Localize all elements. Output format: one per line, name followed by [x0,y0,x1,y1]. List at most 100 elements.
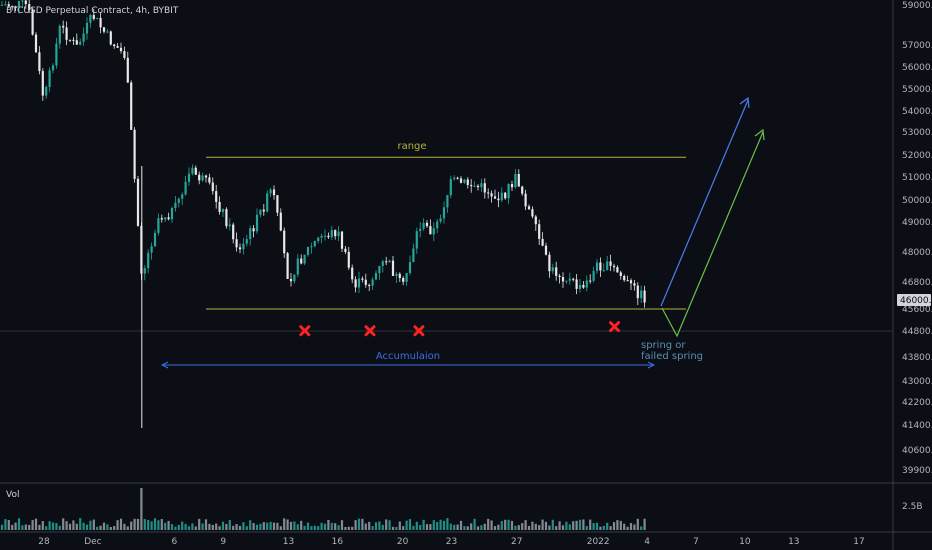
volume-bar [279,526,282,530]
volume-bar [361,518,364,530]
volume-bar [483,523,486,530]
candle-body [62,25,65,28]
candle-body [51,65,55,71]
volume-bar [466,526,469,530]
candle-body [75,40,78,45]
volume-bar [561,525,565,530]
volume-bar [45,526,48,530]
spring-label-line2: failed spring [641,351,703,362]
volume-bar [300,520,303,530]
volume-bar [14,522,17,530]
price-tick-label: 51000.0 [902,173,932,183]
volume-bar [62,518,65,530]
price-tick-label: 43000.0 [902,377,932,387]
volume-bar [194,526,197,530]
candle-body [504,192,507,199]
price-tick-label: 49000.0 [902,218,932,228]
volume-bar [412,525,415,530]
candle-body [595,262,599,272]
candle-body [449,179,452,196]
candle-body [327,235,330,238]
candle-body [633,283,636,286]
candle-body [276,195,279,213]
volume-bar [238,525,242,530]
range-label: range [397,141,426,152]
candle-body [320,235,323,238]
candle-body [582,284,585,288]
candle-body [102,27,106,32]
volume-bar [286,519,289,530]
accumulation-label: Accumulaion [376,351,440,362]
candle-body [11,6,14,8]
volume-bar [310,526,313,530]
candle-body [252,228,255,232]
candle-body [330,230,333,238]
candle-body [616,267,619,273]
volume-bar [480,525,483,530]
volume-bar [198,518,201,530]
volume-bar [476,526,480,530]
volume-bar [334,523,337,530]
candle-body [357,278,361,288]
candle-body [439,218,442,222]
candle-body [398,273,401,279]
candle-body [623,275,626,281]
candle-body [201,175,204,181]
candle-body [262,209,265,212]
candle-body [629,280,633,284]
candle-body [429,226,432,235]
volume-bar [459,520,463,530]
candle-body [490,193,493,197]
current-price-label: 46000.0 [900,296,932,306]
candle-body [612,265,616,268]
volume-bar [204,519,208,530]
candle-body [527,206,531,210]
volume-bar [548,525,551,530]
volume-bar [633,524,636,530]
volume-bar [606,522,609,530]
time-tick-label: 13 [788,537,799,547]
volume-bar [425,524,429,530]
candle-body [371,279,374,286]
volume-bar [174,526,177,530]
volume-bar [524,520,527,530]
volume-bar [517,525,520,530]
volume-bar [629,523,633,530]
volume-bar [541,519,544,530]
volume-bar [0,524,4,530]
candle-body [558,275,561,278]
time-tick-label: 4 [644,537,650,547]
candle-body [55,43,58,66]
green-projection-arrow [661,131,764,338]
volume-bar [357,518,361,530]
candle-body [575,279,578,289]
volume-bar [531,521,534,530]
candle-body [507,184,510,199]
volume-bar [140,488,143,530]
candle-body [99,17,102,28]
volume-bar [374,522,378,530]
price-tick-label: 50000.0 [902,196,932,206]
candle-body [123,51,126,58]
volume-bar [497,524,500,530]
volume-bar [510,520,514,530]
candle-body [510,184,514,188]
volume-bar [385,519,388,530]
candle-body [456,177,459,179]
volume-bar [187,526,191,530]
volume-bar [31,520,34,530]
candle-body [181,194,184,199]
candle-body [643,290,646,303]
candle-body [225,209,228,227]
volume-bar [245,526,248,530]
volume-bar [463,526,466,530]
volume-bar [616,520,619,530]
volume-bar [215,523,218,530]
candle-body [136,178,140,226]
candle-body [538,224,541,239]
red-x-marker [609,321,620,333]
candle-body [289,278,293,282]
candle-body [174,202,177,208]
